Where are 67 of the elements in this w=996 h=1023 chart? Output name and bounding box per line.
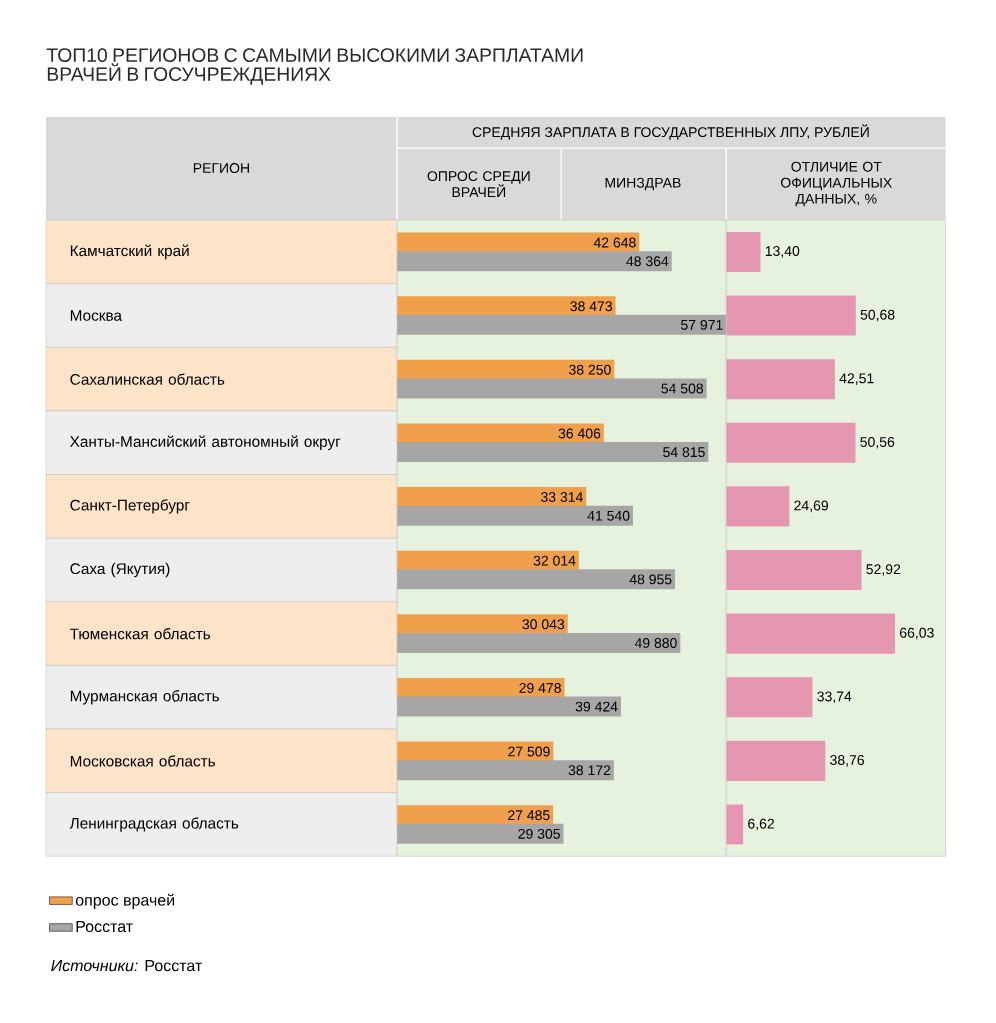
data-label: 24,69 [794,500,828,513]
data-label: 33 314 [540,492,583,503]
bar [726,677,813,718]
y-tick-label: Тюменская область [69,627,210,640]
data-label: 6,62 [747,818,774,831]
data-label: 38,76 [829,755,864,767]
data-label: 27 485 [507,810,550,821]
bar [726,804,744,845]
bar [726,486,790,527]
bar [726,231,761,272]
y-tick-label: Ханты-Мансийский автономный округ [69,435,341,451]
bar [396,296,616,317]
y-tick-label: Мурманская область [70,690,219,705]
data-label: 36 406 [558,428,601,439]
bar [726,422,856,463]
data-label: 50,56 [860,436,895,449]
y-tick-label: Московская область [70,755,215,767]
data-label: 38 172 [568,765,611,776]
text: Источники: Росстат [51,960,202,972]
data-label: 66,03 [899,627,934,640]
y-tick-label: Москва [70,310,122,321]
bar [396,677,565,698]
bar [396,805,554,826]
data-label: 54 508 [661,383,703,394]
legend-label: опрос врачей [75,893,174,909]
data-label: 27 509 [508,746,550,757]
data-label: 50,68 [860,309,895,322]
data-label: 54 815 [662,447,705,458]
data-label: 38 250 [568,364,611,375]
data-label: 42,51 [839,373,874,385]
data-label: 39 424 [575,701,618,712]
data-label: 33,74 [817,691,852,704]
bar [396,760,614,781]
text: ОПРОС СРЕДИ ВРАЧЕЙ [427,171,530,197]
data-label: 30 043 [522,619,564,630]
bar [726,550,862,591]
bar [396,423,604,444]
data-label: 41 540 [587,510,630,521]
data-label: 32 014 [533,555,576,566]
data-label: 48 364 [626,256,669,267]
y-tick-label: Санкт-Петербург [70,499,190,514]
bar [726,359,835,400]
legend-label: Росстат [76,920,133,933]
y-tick-label: Саха (Якутия) [70,562,170,578]
y-tick-label: Сахалинская область [70,373,225,385]
bar [726,613,895,654]
bar [396,823,564,844]
data-label: 42 648 [593,237,636,248]
data-label: 13,40 [765,246,800,258]
y-tick-label: Ленинградская область [69,817,239,832]
data-label: 38 473 [570,301,612,312]
chart-subtitle: СРЕДНЯЯ ЗАРПЛАТА В ГОСУДАРСТВЕННЫХ ЛПУ, РУБЛЕЙ [472,124,869,140]
data-label: 57 971 [680,319,723,330]
bar [396,696,621,717]
y-tick-label: Камчатский край [70,244,189,260]
data-label: 52,92 [866,564,900,576]
data-label: 49 880 [634,638,677,648]
y-axis-title: РЕГИОН [193,163,249,174]
chart-title: ОТЛИЧИЕ ОТ ОФИЦИАЛЬНЫХ ДАННЫХ, % [780,161,892,207]
data-label: 48 955 [629,574,672,585]
bar [396,614,568,635]
data-label: 29 305 [518,828,560,839]
bar [396,487,587,508]
data-label: 29 478 [519,682,561,693]
bar [726,740,826,781]
text: МИНЗДРАВ [605,177,681,191]
chart-title: ТОП10 РЕГИОНОВ С САМЫМИ ВЫСОКИМИ ЗАРПЛАТАМИ ВРАЧЕЙ В ГОСУЧРЕЖДЕНИЯХ [46,48,583,85]
